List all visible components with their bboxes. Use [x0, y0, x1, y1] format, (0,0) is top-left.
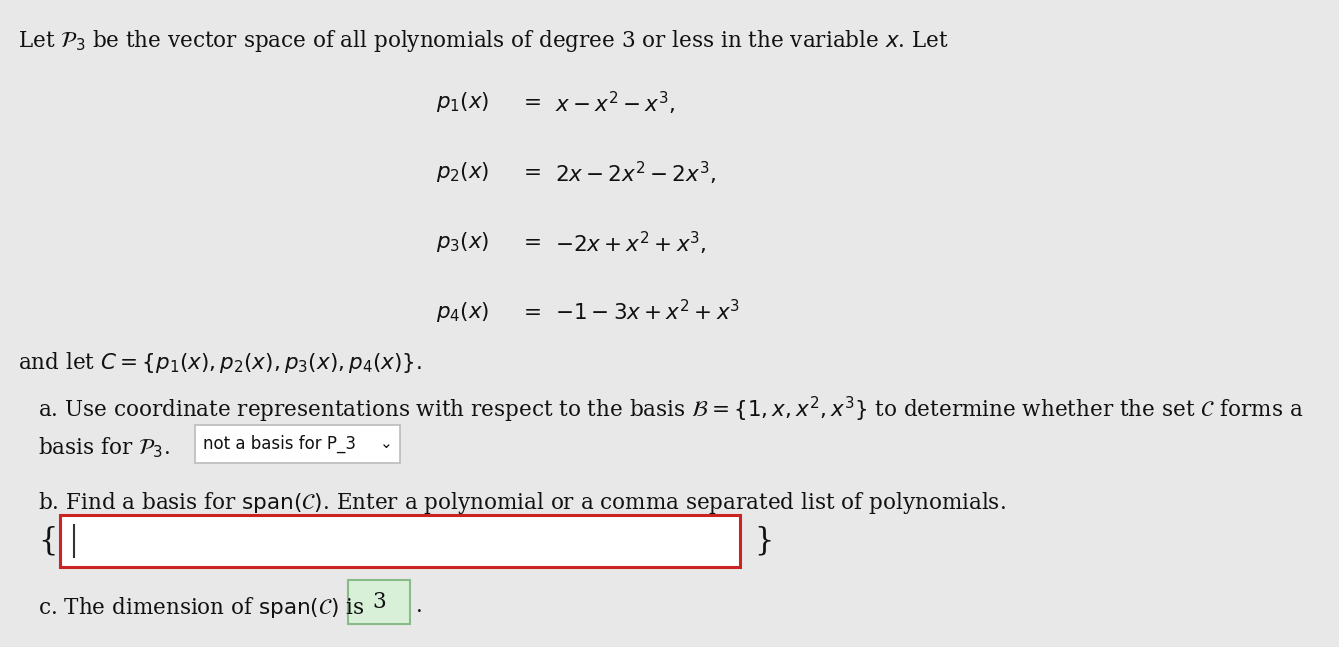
- Bar: [348, 580, 410, 624]
- Text: $=$: $=$: [520, 230, 541, 252]
- Text: c. The dimension of $\mathrm{span}(\mathcal{C})$ is: c. The dimension of $\mathrm{span}(\math…: [37, 595, 364, 620]
- Text: and let $C = \{p_1(x), p_2(x), p_3(x), p_4(x)\}.$: and let $C = \{p_1(x), p_2(x), p_3(x), p…: [17, 350, 422, 375]
- Text: $2x - 2x^2 - 2x^3,$: $2x - 2x^2 - 2x^3,$: [554, 160, 716, 187]
- Text: $=$: $=$: [520, 90, 541, 112]
- Bar: [60, 515, 740, 567]
- Text: $p_4(x)$: $p_4(x)$: [437, 300, 490, 324]
- Bar: [195, 425, 400, 463]
- Text: not a basis for P_3: not a basis for P_3: [204, 435, 356, 453]
- Text: $p_2(x)$: $p_2(x)$: [437, 160, 490, 184]
- Text: 3: 3: [372, 591, 386, 613]
- Text: $=$: $=$: [520, 300, 541, 322]
- Text: Let $\mathcal{P}_3$ be the vector space of all polynomials of degree 3 or less i: Let $\mathcal{P}_3$ be the vector space …: [17, 28, 949, 54]
- Text: basis for $\mathcal{P}_3$.: basis for $\mathcal{P}_3$.: [37, 435, 170, 459]
- Text: $-2x + x^2 + x^3,$: $-2x + x^2 + x^3,$: [554, 230, 707, 258]
- Text: $-1 - 3x + x^2 + x^3$: $-1 - 3x + x^2 + x^3$: [554, 300, 740, 325]
- Text: $p_3(x)$: $p_3(x)$: [437, 230, 490, 254]
- Text: .: .: [416, 595, 423, 617]
- Text: {: {: [37, 525, 58, 556]
- Text: $p_1(x)$: $p_1(x)$: [437, 90, 490, 114]
- Text: a. Use coordinate representations with respect to the basis $\mathcal{B} = \{1, : a. Use coordinate representations with r…: [37, 395, 1303, 425]
- Text: $=$: $=$: [520, 160, 541, 182]
- Text: }: }: [754, 525, 774, 556]
- Text: b. Find a basis for $\mathrm{span}(\mathcal{C})$. Enter a polynomial or a comma : b. Find a basis for $\mathrm{span}(\math…: [37, 490, 1006, 516]
- Text: $x - x^2 - x^3,$: $x - x^2 - x^3,$: [554, 90, 676, 117]
- Text: ⌄: ⌄: [380, 437, 392, 452]
